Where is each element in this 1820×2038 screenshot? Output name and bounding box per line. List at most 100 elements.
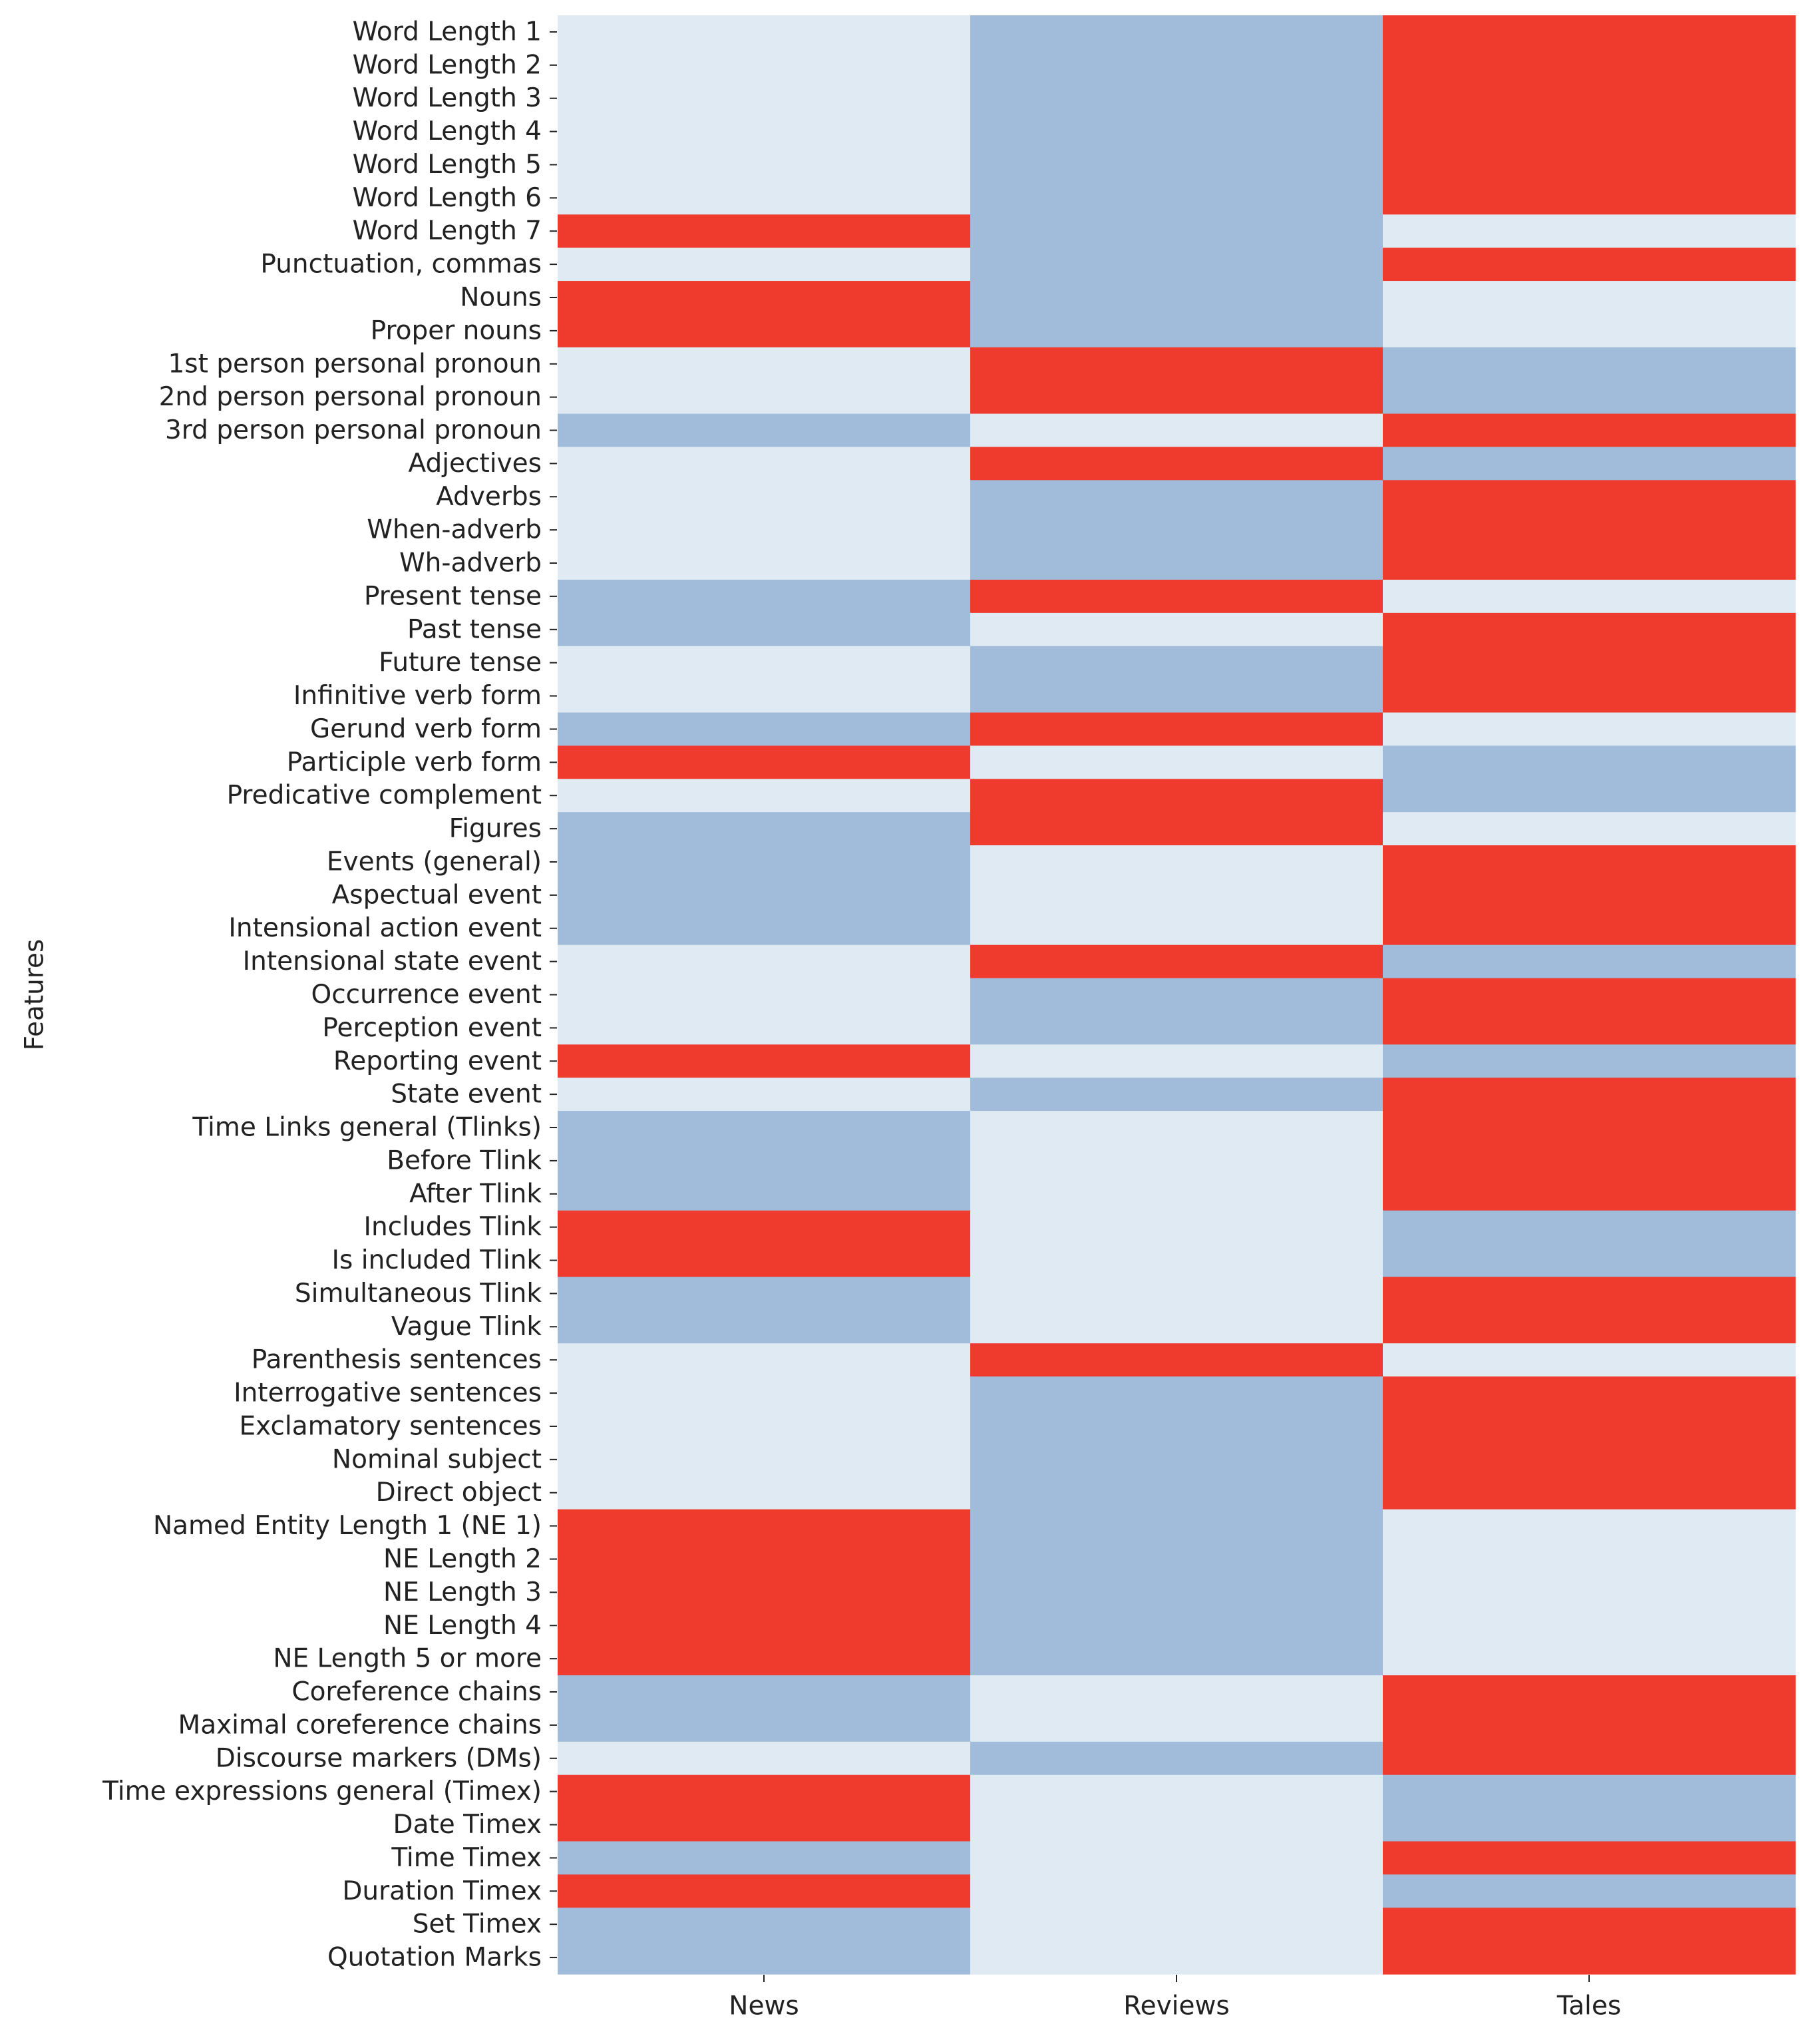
heatmap-cell bbox=[970, 1143, 1383, 1178]
y-tick-label: Present tense bbox=[364, 581, 542, 611]
heatmap-cell bbox=[1383, 1841, 1796, 1875]
heatmap-cell bbox=[970, 1044, 1383, 1078]
heatmap-cell bbox=[1383, 1642, 1796, 1676]
y-tick-label: Date Timex bbox=[393, 1810, 542, 1840]
heatmap-cell bbox=[970, 1509, 1383, 1543]
y-tick-label: Time expressions general (Timex) bbox=[102, 1776, 542, 1806]
heatmap-cell bbox=[1383, 1078, 1796, 1112]
heatmap-cell bbox=[1383, 1575, 1796, 1609]
heatmap-cell bbox=[1383, 1476, 1796, 1510]
heatmap-cell bbox=[970, 1343, 1383, 1377]
heatmap-cell bbox=[558, 513, 971, 547]
heatmap-cell bbox=[970, 347, 1383, 381]
y-tick-label: Proper nouns bbox=[371, 315, 542, 345]
heatmap-cell bbox=[970, 712, 1383, 746]
heatmap-cell bbox=[558, 1376, 971, 1410]
y-tick-label: State event bbox=[391, 1080, 542, 1110]
heatmap-cell bbox=[970, 1177, 1383, 1211]
heatmap-cell bbox=[970, 1708, 1383, 1742]
heatmap-cell bbox=[558, 712, 971, 746]
heatmap-cell bbox=[558, 646, 971, 680]
heatmap-cell bbox=[558, 1143, 971, 1178]
heatmap-cell bbox=[558, 1774, 971, 1809]
heatmap-cell bbox=[970, 1808, 1383, 1842]
heatmap-cell bbox=[558, 447, 971, 481]
heatmap-cell bbox=[970, 380, 1383, 415]
heatmap-cell bbox=[558, 313, 971, 348]
heatmap-cell bbox=[970, 81, 1383, 116]
y-tick-label: Discourse markers (DMs) bbox=[216, 1743, 542, 1773]
y-tick-label: Aspectual event bbox=[332, 880, 542, 910]
heatmap-cell bbox=[1383, 1243, 1796, 1278]
heatmap-cell bbox=[558, 1277, 971, 1311]
heatmap-cell bbox=[558, 1609, 971, 1643]
heatmap-cell bbox=[970, 1941, 1383, 1975]
heatmap-cell bbox=[558, 15, 971, 49]
heatmap-cell bbox=[558, 1243, 971, 1278]
heatmap-cell bbox=[1383, 679, 1796, 713]
heatmap-cell bbox=[1383, 1908, 1796, 1941]
x-tick-label: Tales bbox=[1556, 1991, 1621, 2021]
heatmap-cell bbox=[1383, 1941, 1796, 1975]
heatmap-cell bbox=[1383, 646, 1796, 680]
heatmap-cell bbox=[558, 1542, 971, 1577]
y-tick-label: 2nd person personal pronoun bbox=[159, 382, 542, 412]
heatmap-cell bbox=[558, 911, 971, 946]
heatmap-cell bbox=[1383, 1177, 1796, 1211]
heatmap-cell bbox=[970, 646, 1383, 680]
y-tick-label: Occurrence event bbox=[311, 980, 542, 1010]
heatmap-cell bbox=[970, 1210, 1383, 1245]
y-tick-label: Punctuation, commas bbox=[260, 250, 542, 280]
y-tick-label: Vague Tlink bbox=[391, 1312, 542, 1342]
y-tick-label: Named Entity Length 1 (NE 1) bbox=[153, 1511, 542, 1541]
heatmap-cell bbox=[1383, 1509, 1796, 1543]
heatmap-cell bbox=[1383, 1874, 1796, 1908]
heatmap-cell bbox=[558, 978, 971, 1012]
heatmap-cell bbox=[1383, 248, 1796, 282]
heatmap-cell bbox=[558, 1410, 971, 1444]
heatmap-cell bbox=[558, 1642, 971, 1676]
heatmap-cell bbox=[558, 480, 971, 514]
heatmap-cell bbox=[1383, 1343, 1796, 1377]
heatmap-cell bbox=[970, 679, 1383, 713]
heatmap-cell bbox=[558, 745, 971, 779]
heatmap-cell bbox=[1383, 878, 1796, 913]
y-tick-label: 1st person personal pronoun bbox=[168, 349, 542, 379]
heatmap-cell bbox=[1383, 447, 1796, 481]
y-tick-label: Word Length 7 bbox=[353, 216, 542, 246]
heatmap-cell bbox=[970, 181, 1383, 215]
heatmap-cell bbox=[1383, 1277, 1796, 1311]
heatmap-cell bbox=[970, 513, 1383, 547]
heatmap-cell bbox=[970, 413, 1383, 448]
heatmap-cell bbox=[1383, 1210, 1796, 1245]
heatmap-cell bbox=[970, 1675, 1383, 1709]
y-tick-label: Word Length 6 bbox=[353, 183, 542, 213]
heatmap-cell bbox=[970, 114, 1383, 149]
y-tick-label: Adjectives bbox=[408, 449, 542, 479]
y-tick-label: Participle verb form bbox=[287, 747, 542, 777]
heatmap-cell bbox=[1383, 546, 1796, 580]
y-tick-label: Reporting event bbox=[333, 1046, 542, 1076]
heatmap-cell bbox=[1383, 214, 1796, 248]
heatmap-cell bbox=[1383, 1410, 1796, 1444]
heatmap-cell bbox=[558, 1044, 971, 1078]
heatmap-cell bbox=[1383, 1011, 1796, 1045]
y-tick-label: Word Length 2 bbox=[353, 50, 542, 80]
heatmap-cell bbox=[558, 413, 971, 448]
heatmap-cell bbox=[1383, 1310, 1796, 1344]
heatmap-cell bbox=[558, 1078, 971, 1112]
heatmap-cell bbox=[970, 313, 1383, 348]
heatmap-cell bbox=[558, 1708, 971, 1742]
heatmap-cell bbox=[558, 679, 971, 713]
heatmap-cell bbox=[970, 1442, 1383, 1477]
y-tick-label: Exclamatory sentences bbox=[239, 1411, 542, 1441]
heatmap-cell bbox=[558, 1343, 971, 1377]
heatmap-cell bbox=[970, 1243, 1383, 1278]
y-tick-label: NE Length 3 bbox=[383, 1577, 542, 1607]
heatmap-cell bbox=[558, 1808, 971, 1842]
heatmap-cell bbox=[970, 779, 1383, 813]
heatmap-cell bbox=[558, 1941, 971, 1975]
x-tick-label: News bbox=[729, 1991, 799, 2021]
heatmap-cell bbox=[558, 380, 971, 415]
y-tick-label: After Tlink bbox=[409, 1179, 542, 1209]
